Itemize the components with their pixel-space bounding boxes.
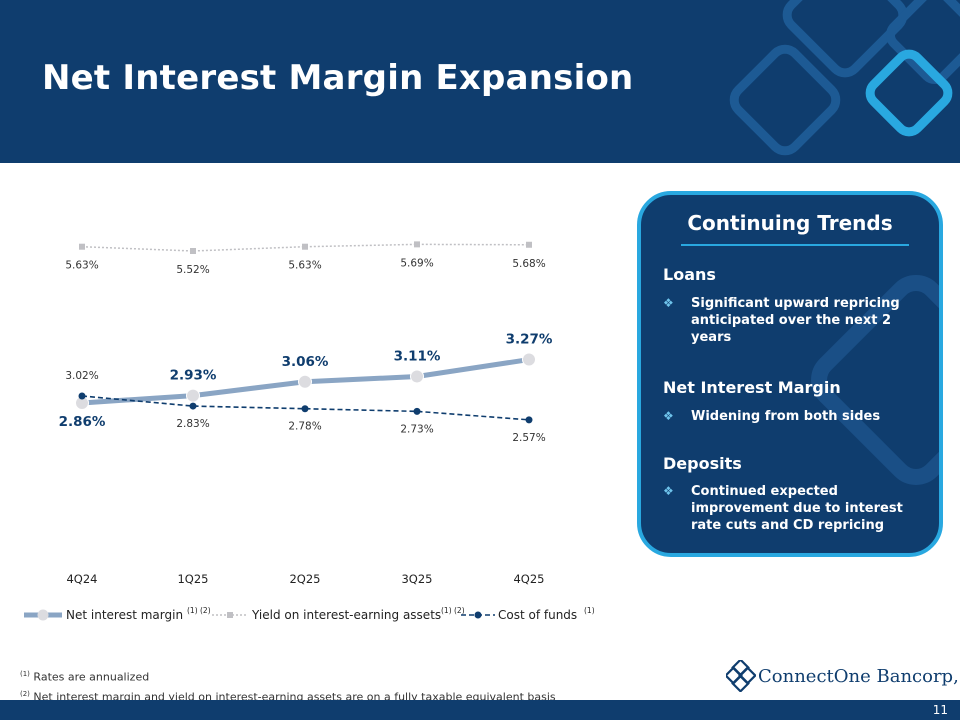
yield-data-label: 5.68% [512, 258, 545, 270]
yield-point [190, 248, 196, 254]
cost-point [301, 405, 309, 413]
section-heading-deposits: Deposits [663, 454, 742, 473]
yield-data-label: 5.63% [65, 260, 98, 272]
panel-title-rule [681, 244, 909, 246]
legend-yield-label: Yield on interest-earning assets [251, 608, 441, 622]
yield-point [414, 241, 420, 248]
section-heading-loans: Loans [663, 265, 716, 284]
legend-nim-marker [37, 609, 49, 621]
panel-diamond-deco-icon [811, 275, 939, 485]
x-tick-label: 4Q24 [66, 572, 97, 586]
cost-data-label: 2.57% [512, 432, 545, 444]
footnote-1: (1) Rates are annualized [20, 670, 150, 684]
diamond-bullet-icon: ❖ [663, 296, 674, 310]
nim-point [186, 388, 200, 403]
cost-data-label: 3.02% [65, 370, 98, 382]
bullet-deposits: ❖ Continued expected improvement due to … [663, 484, 903, 533]
x-tick-label: 1Q25 [177, 572, 208, 586]
legend-cost-label: Cost of funds [498, 608, 577, 622]
company-logo-text: ConnectOne Bancorp, Inc. [758, 666, 960, 687]
diamond-bullet-icon: ❖ [663, 409, 674, 423]
x-tick-label: 2Q25 [289, 572, 320, 586]
nim-point [298, 374, 312, 389]
connectone-logo-icon [726, 660, 756, 692]
legend-cost-marker [474, 611, 482, 619]
bullet-nim: ❖ Widening from both sides [663, 409, 881, 424]
yield-data-label: 5.69% [400, 257, 433, 269]
legend-yield-marker [227, 612, 233, 618]
nim-point [410, 369, 424, 384]
yield-data-label: 5.63% [288, 260, 321, 272]
nim-data-label: 3.27% [506, 332, 553, 348]
header-banner: Net Interest Margin Expansion [0, 0, 960, 163]
x-tick-label: 3Q25 [401, 572, 432, 586]
continuing-trends-panel: Continuing Trends Loans ❖ Significant up… [637, 191, 943, 557]
bullet-loans: ❖ Significant upward repricing anticipat… [663, 296, 900, 345]
x-tick-label: 4Q25 [513, 572, 544, 586]
legend-yield-note: (1) (2) [441, 606, 465, 615]
cost-point [189, 402, 197, 410]
page-number: 11 [932, 703, 948, 717]
yield-point [526, 241, 532, 248]
footer-bar [0, 700, 960, 720]
cost-point [78, 392, 86, 400]
panel-title: Continuing Trends [687, 211, 893, 235]
yield-point [302, 243, 308, 250]
page-title: Net Interest Margin Expansion [42, 58, 634, 98]
cost-data-label: 2.83% [176, 418, 209, 430]
nim-point [522, 352, 536, 367]
cost-series-line [81, 395, 530, 421]
legend-nim-label: Net interest margin [66, 608, 183, 622]
nim-line-chart: 5.63% 5.52% 5.63% 5.69% 5.68% 2.86% 2.93% 3.06%… [24, 241, 595, 622]
diamond-bullet-icon: ❖ [663, 484, 674, 498]
cost-data-label: 2.73% [400, 423, 433, 435]
yield-series-line [81, 243, 530, 252]
nim-data-label: 3.06% [282, 354, 329, 370]
yield-point [79, 243, 85, 250]
cost-point [525, 416, 533, 424]
yield-data-label: 5.52% [176, 264, 209, 276]
section-heading-nim: Net Interest Margin [663, 378, 841, 397]
legend-cost-note: (1) [584, 606, 595, 615]
cost-point [413, 407, 421, 415]
legend-nim-note: (1) (2) [187, 606, 211, 615]
nim-data-label: 2.86% [59, 414, 106, 430]
cost-data-label: 2.78% [288, 421, 321, 433]
nim-data-label: 3.11% [394, 349, 441, 365]
nim-data-label: 2.93% [170, 368, 217, 384]
